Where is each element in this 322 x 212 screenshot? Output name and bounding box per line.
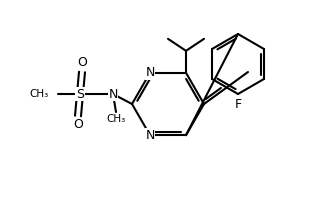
Text: O: O — [77, 57, 87, 70]
Text: N: N — [145, 66, 155, 79]
Text: O: O — [73, 119, 83, 131]
Text: N: N — [108, 88, 118, 100]
Text: CH₃: CH₃ — [30, 89, 49, 99]
Text: N: N — [145, 129, 155, 142]
Text: F: F — [234, 98, 242, 110]
Text: S: S — [76, 88, 84, 100]
Text: CH₃: CH₃ — [106, 114, 126, 124]
